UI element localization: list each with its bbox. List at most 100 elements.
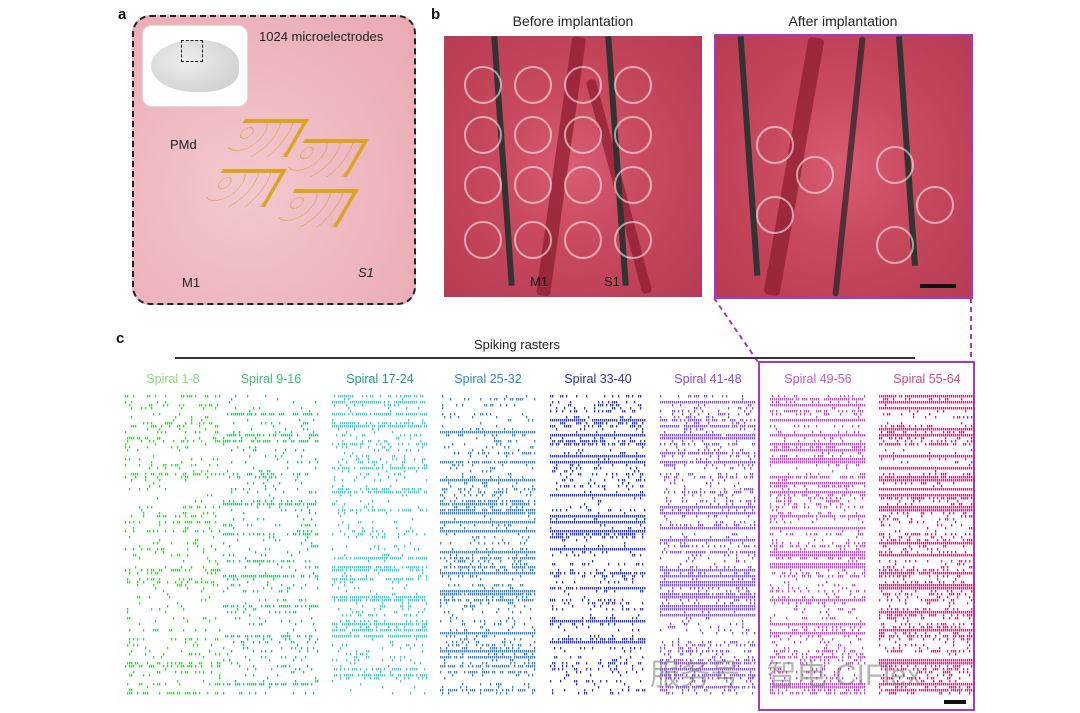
- spike-tick: [263, 560, 265, 563]
- spike-tick: [490, 656, 492, 659]
- spike-tick: [305, 560, 307, 563]
- spike-tick: [396, 599, 398, 602]
- spike-tick: [295, 605, 297, 608]
- spike-tick: [502, 572, 504, 575]
- spike-tick: [554, 419, 556, 422]
- spike-tick: [145, 479, 147, 482]
- spike-tick: [185, 527, 187, 530]
- spike-tick: [360, 596, 362, 599]
- spike-tick: [612, 494, 614, 497]
- spike-tick: [277, 665, 279, 668]
- spike-tick: [612, 521, 614, 524]
- spike-tick: [554, 425, 556, 428]
- spike-tick: [295, 647, 297, 650]
- spike-tick: [480, 590, 482, 593]
- spike-tick: [336, 674, 338, 677]
- spike-tick: [277, 563, 279, 566]
- spike-tick: [287, 632, 289, 635]
- spike-tick: [568, 461, 570, 464]
- spike-tick: [640, 515, 642, 518]
- spike-tick: [336, 434, 338, 437]
- spike-tick: [382, 674, 384, 677]
- spike-tick: [524, 530, 526, 533]
- spike-tick: [372, 401, 374, 404]
- spike-tick: [448, 590, 450, 593]
- spike-tick: [492, 479, 494, 482]
- spike-tick: [604, 548, 606, 551]
- spike-tick: [576, 452, 578, 455]
- spike-tick: [151, 461, 153, 464]
- spike-tick: [402, 509, 404, 512]
- spike-tick: [472, 572, 474, 575]
- spike-tick: [610, 620, 612, 623]
- spike-tick: [470, 590, 472, 593]
- spike-tick: [578, 473, 580, 476]
- spike-tick: [157, 671, 159, 674]
- spike-tick: [644, 548, 646, 551]
- spike-tick: [572, 494, 574, 497]
- spike-tick: [261, 413, 263, 416]
- spike-tick: [404, 656, 406, 659]
- spike-tick: [450, 512, 452, 515]
- spike-tick: [494, 467, 496, 470]
- spike-tick: [237, 539, 239, 542]
- spike-tick: [440, 551, 442, 554]
- spike-tick: [638, 587, 640, 590]
- spike-tick: [348, 623, 350, 626]
- spike-tick: [472, 509, 474, 512]
- spike-tick: [490, 506, 492, 509]
- spike-tick: [568, 593, 570, 596]
- spike-tick: [474, 500, 476, 503]
- spike-tick: [478, 542, 480, 545]
- spike-tick: [606, 419, 608, 422]
- spike-tick: [420, 674, 422, 677]
- spike-tick: [596, 467, 598, 470]
- spike-tick: [474, 632, 476, 635]
- spike-tick: [396, 596, 398, 599]
- spike-tick: [494, 500, 496, 503]
- spike-tick: [574, 440, 576, 443]
- spike-tick: [171, 422, 173, 425]
- spike-tick: [490, 398, 492, 401]
- spike-tick: [344, 398, 346, 401]
- spike-tick: [636, 548, 638, 551]
- spike-tick: [488, 521, 490, 524]
- spike-tick: [129, 569, 131, 572]
- spike-tick: [612, 536, 614, 539]
- spike-tick: [225, 533, 227, 536]
- spike-tick: [364, 620, 366, 623]
- spike-tick: [374, 623, 376, 626]
- spike-tick: [354, 404, 356, 407]
- spike-tick: [476, 641, 478, 644]
- spike-tick: [418, 629, 420, 632]
- spike-tick: [564, 479, 566, 482]
- spike-tick: [360, 473, 362, 476]
- spike-tick: [578, 554, 580, 557]
- spike-tick: [532, 419, 534, 422]
- spike-tick: [352, 581, 354, 584]
- spike-tick: [151, 608, 153, 611]
- spike-tick: [287, 467, 289, 470]
- spike-tick: [454, 413, 456, 416]
- spike-tick: [293, 560, 295, 563]
- spike-tick: [350, 635, 352, 638]
- spike-tick: [334, 596, 336, 599]
- spike-tick: [616, 491, 618, 494]
- spike-tick: [255, 692, 257, 695]
- spike-tick: [133, 425, 135, 428]
- spike-tick: [424, 623, 426, 626]
- spike-tick: [384, 488, 386, 491]
- spike-tick: [163, 440, 165, 443]
- column-label: Spiral 25-32: [454, 372, 522, 386]
- spike-tick: [530, 608, 532, 611]
- spike-tick: [163, 551, 165, 554]
- spike-tick: [530, 572, 532, 575]
- spike-tick: [496, 434, 498, 437]
- spike-tick: [594, 404, 596, 407]
- spike-tick: [261, 473, 263, 476]
- spike-tick: [396, 611, 398, 614]
- spike-tick: [169, 596, 171, 599]
- spike-tick: [153, 542, 155, 545]
- spike-tick: [269, 470, 271, 473]
